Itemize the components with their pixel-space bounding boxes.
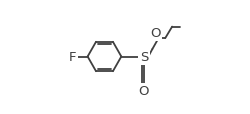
Text: O: O [150,27,161,40]
Text: S: S [140,51,148,63]
Text: O: O [139,85,149,98]
Text: F: F [68,51,76,63]
